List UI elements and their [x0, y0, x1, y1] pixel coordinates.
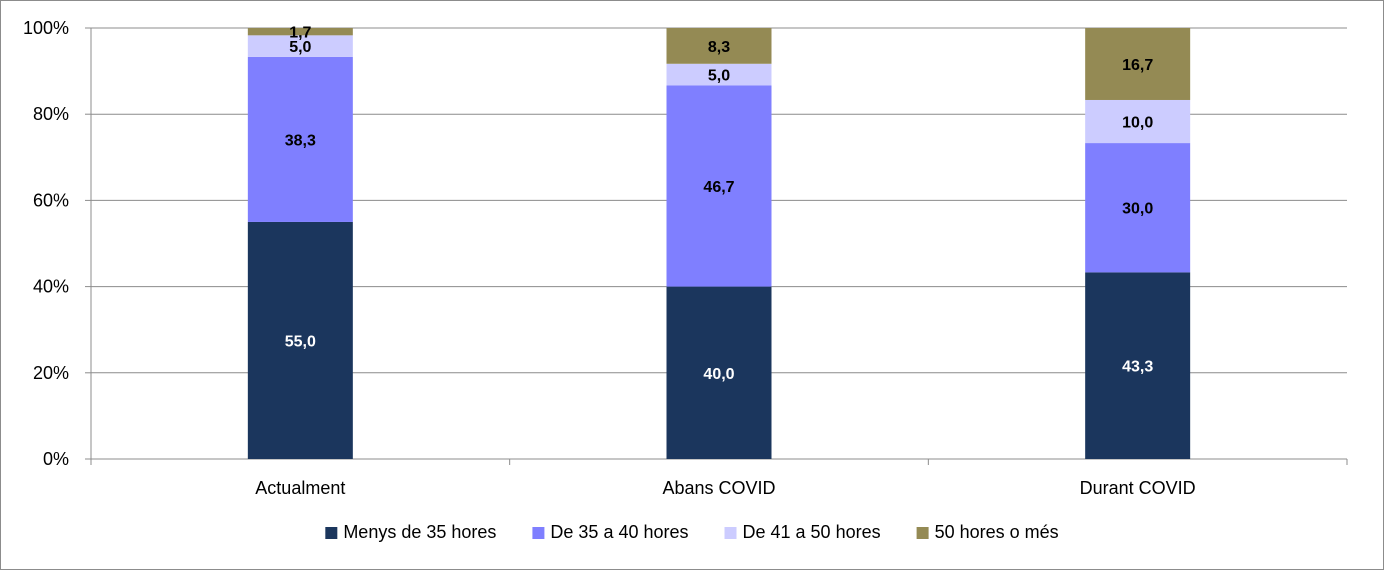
- legend-swatch: [916, 527, 929, 539]
- data-label: 8,3: [708, 39, 730, 56]
- x-category-label: Actualment: [255, 478, 345, 498]
- bar-segment: [247, 221, 353, 459]
- legend: Menys de 35 hores De 35 a 40 hores De 41 a…: [325, 522, 1059, 542]
- legend-label: Menys de 35 hores: [343, 522, 496, 542]
- y-tick-label: 80%: [33, 104, 69, 124]
- data-label: 30,0: [1122, 201, 1153, 218]
- data-label: 16,7: [1122, 57, 1153, 74]
- x-category-label: Durant COVID: [1080, 478, 1196, 498]
- legend-label: 50 hores o més: [935, 522, 1059, 542]
- bar-segment: [1085, 143, 1191, 273]
- bars: [247, 28, 1191, 459]
- data-label: 5,0: [289, 39, 311, 56]
- bar-segment: [1085, 28, 1191, 100]
- data-labels: 55,038,35,01,740,046,75,08,343,330,010,0…: [285, 25, 1154, 383]
- bar-segment: [666, 85, 772, 287]
- bar-segment: [666, 286, 772, 459]
- bar-segment: [247, 28, 353, 36]
- legend-label: De 35 a 40 hores: [550, 522, 688, 542]
- data-label: 46,7: [703, 179, 734, 196]
- bar-segment: [247, 56, 353, 222]
- data-label: 38,3: [285, 132, 316, 149]
- bar-segment: [1085, 99, 1191, 144]
- data-label: 10,0: [1122, 115, 1153, 132]
- legend-swatch: [532, 527, 545, 539]
- legend-swatch: [724, 527, 737, 539]
- legend-swatch: [325, 527, 338, 539]
- bar-segment: [247, 35, 353, 57]
- data-label: 55,0: [285, 333, 316, 350]
- data-label: 1,7: [289, 25, 311, 42]
- legend-label: De 41 a 50 hores: [743, 522, 881, 542]
- y-tick-label: 0%: [43, 449, 69, 469]
- bar-segment: [666, 63, 772, 86]
- y-tick-label: 60%: [33, 190, 69, 210]
- data-label: 5,0: [708, 68, 730, 85]
- data-label: 40,0: [703, 366, 734, 383]
- data-label: 43,3: [1122, 359, 1153, 376]
- bar-segment: [666, 28, 772, 64]
- y-tick-label: 20%: [33, 363, 69, 383]
- bar-segment: [1085, 272, 1191, 459]
- x-category-label: Abans COVID: [662, 478, 775, 498]
- y-tick-label: 100%: [23, 18, 69, 38]
- y-tick-label: 40%: [33, 277, 69, 297]
